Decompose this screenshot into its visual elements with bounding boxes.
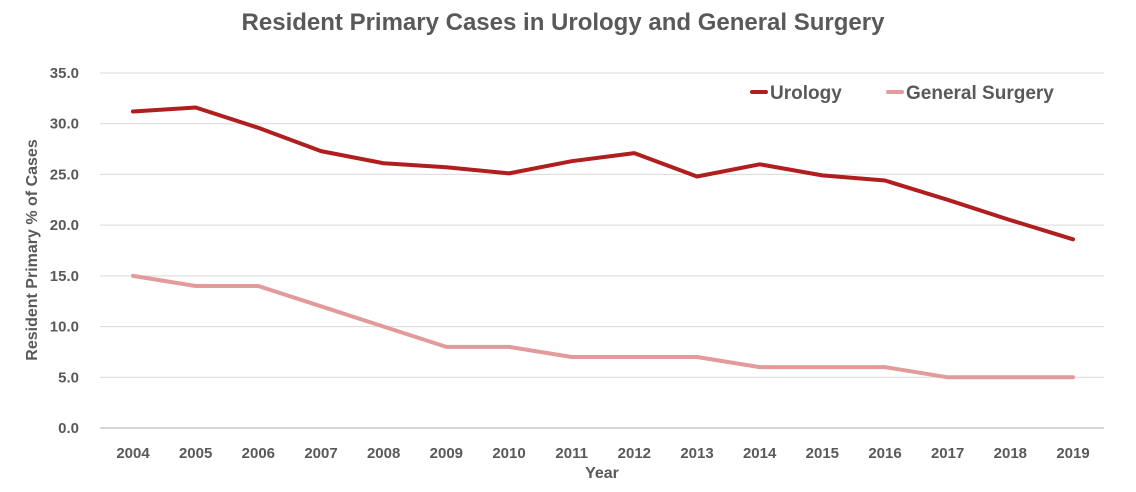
y-axis-label: Resident Primary % of Cases: [24, 139, 41, 361]
y-tick-labels: 0.0 5.0 10.0 15.0 20.0 25.0 30.0 35.0: [50, 65, 79, 437]
legend-label: Urology: [770, 83, 842, 104]
x-tick-labels: 2004 2005 2006 2007 2008 2009 2010 2011 2012 2013…: [116, 445, 1089, 462]
legend: Urology General Surgery: [750, 83, 1054, 104]
x-tick-label: 2019: [1056, 445, 1089, 462]
y-tick-label: 0.0: [58, 420, 79, 437]
legend-label: General Surgery: [906, 83, 1054, 104]
x-tick-label: 2009: [430, 445, 463, 462]
y-tick-label: 20.0: [50, 217, 79, 234]
y-tick-label: 25.0: [50, 166, 79, 183]
x-axis-label: Year: [585, 465, 619, 482]
x-tick-label: 2006: [242, 445, 275, 462]
y-tick-label: 10.0: [50, 319, 79, 336]
x-tick-label: 2004: [116, 445, 150, 462]
x-tick-label: 2017: [931, 445, 964, 462]
x-tick-label: 2014: [743, 445, 777, 462]
y-tick-label: 35.0: [50, 65, 79, 82]
x-tick-label: 2016: [868, 445, 901, 462]
grid-lines: [100, 72, 1104, 378]
series-line-general-surgery: [131, 273, 1075, 380]
series-line-urology: [131, 105, 1075, 242]
chart-title: Resident Primary Cases in Urology and Ge…: [242, 9, 886, 36]
x-tick-label: 2010: [492, 445, 525, 462]
series-lines: [131, 105, 1075, 380]
x-tick-label: 2007: [304, 445, 337, 462]
y-tick-label: 5.0: [58, 369, 79, 386]
x-tick-label: 2011: [555, 445, 588, 462]
x-tick-label: 2005: [179, 445, 212, 462]
x-tick-label: 2015: [806, 445, 839, 462]
y-tick-label: 15.0: [50, 268, 79, 285]
x-tick-label: 2012: [618, 445, 651, 462]
x-tick-label: 2018: [994, 445, 1027, 462]
x-tick-label: 2008: [367, 445, 400, 462]
x-tick-label: 2013: [680, 445, 713, 462]
y-tick-label: 30.0: [50, 116, 79, 133]
